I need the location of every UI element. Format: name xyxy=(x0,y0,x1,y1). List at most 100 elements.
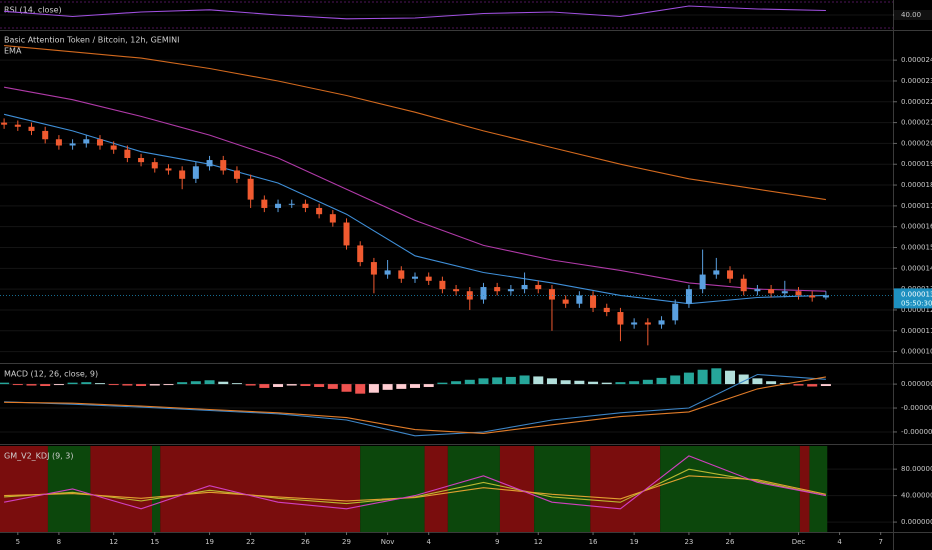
trend-zone xyxy=(90,446,153,532)
y-tick-label: 0.000024 xyxy=(901,56,932,64)
y-tick-label: 0.000018 xyxy=(901,181,932,189)
trend-zone xyxy=(152,446,161,532)
y-tick-label: 0.000017 xyxy=(901,202,932,210)
histogram-bar xyxy=(327,384,338,389)
histogram-bar xyxy=(519,375,530,385)
candle-body xyxy=(165,168,172,171)
indicator-line xyxy=(4,86,826,292)
candle-body xyxy=(617,312,624,325)
histogram-bar xyxy=(409,384,420,388)
histogram-bar xyxy=(437,382,448,385)
histogram-bar xyxy=(615,382,626,385)
x-tick-label: 5 xyxy=(16,538,20,546)
x-tick-label: 12 xyxy=(109,538,118,546)
pane-backgrounds xyxy=(0,14,893,532)
histogram-bar xyxy=(286,384,297,386)
x-tick-label: 7 xyxy=(878,538,882,546)
candle-body xyxy=(261,199,268,208)
histogram-bar xyxy=(355,384,366,394)
y-tick-label: 80.000000 xyxy=(901,465,932,473)
histogram-bar xyxy=(300,384,311,387)
candle-body xyxy=(1,122,8,125)
indicator-line xyxy=(3,455,827,510)
histogram-bar xyxy=(711,368,722,385)
y-tick-label: 0.000012 xyxy=(901,306,932,314)
candle-body xyxy=(439,280,446,290)
candle-body xyxy=(96,139,103,146)
histogram-bar xyxy=(656,377,667,385)
histogram-bar xyxy=(766,381,777,385)
histogram-bar xyxy=(464,379,475,385)
candle-body xyxy=(548,289,555,300)
histogram-bar xyxy=(204,380,215,385)
histogram-bar xyxy=(341,384,352,392)
histogram-bar xyxy=(396,384,407,389)
histogram-bar xyxy=(122,384,133,386)
candle-body xyxy=(411,276,418,279)
candle-body xyxy=(138,157,145,163)
macd-title: MACD (12, 26, close, 9) xyxy=(4,370,98,379)
histogram-bar xyxy=(492,377,503,385)
histogram-bar xyxy=(94,383,105,385)
candle-body xyxy=(425,276,432,281)
histogram-bar xyxy=(26,384,37,386)
candle-body xyxy=(151,162,158,169)
y-tick-label: 0.000010 xyxy=(901,348,932,356)
candle-body xyxy=(727,270,734,279)
histogram-bar xyxy=(136,384,147,387)
y-tick-label: 0.000014 xyxy=(901,264,932,272)
x-tick-label: 15 xyxy=(150,538,159,546)
candle-body xyxy=(521,284,528,290)
candle-body xyxy=(781,291,788,294)
histogram-bar xyxy=(478,378,489,385)
indicator-line xyxy=(4,475,827,502)
histogram-bar xyxy=(382,384,393,390)
histogram-bar xyxy=(738,374,749,385)
y-tick-label: 0.000023 xyxy=(901,77,932,85)
histogram-bar xyxy=(670,375,681,385)
histogram-bar xyxy=(807,384,818,387)
x-tick-label: 23 xyxy=(684,538,693,546)
main-subtitle: EMA xyxy=(4,47,22,56)
candle-body xyxy=(795,291,802,296)
candle-body xyxy=(110,145,117,150)
candle-body xyxy=(83,139,90,144)
candle-body xyxy=(28,126,35,131)
y-tick-label: 0.000021 xyxy=(901,119,932,127)
candle-body xyxy=(14,124,21,127)
histogram-bar xyxy=(273,384,284,387)
trend-zone xyxy=(660,446,800,532)
candle-body xyxy=(343,222,350,246)
trend-zone xyxy=(534,446,591,532)
x-tick-label: 26 xyxy=(726,538,735,546)
histogram-bar xyxy=(368,384,379,393)
x-tick-label: 29 xyxy=(342,538,351,546)
histogram-bar xyxy=(40,384,51,387)
histogram-bar xyxy=(81,382,92,385)
histogram-bar xyxy=(505,376,516,385)
y-tick-label: 0.000019 xyxy=(901,160,932,168)
trend-zone xyxy=(47,446,91,532)
candle-body xyxy=(192,166,199,179)
candle-body xyxy=(42,130,49,140)
candle-body xyxy=(398,270,405,279)
histogram-bar xyxy=(629,381,640,385)
histogram-bar xyxy=(190,381,201,385)
histogram-bar xyxy=(163,384,174,386)
histogram-bar xyxy=(149,384,160,386)
histogram-bar xyxy=(0,382,10,385)
trend-zone xyxy=(809,446,828,532)
histogram-bar xyxy=(259,384,270,388)
x-tick-label: 9 xyxy=(495,538,499,546)
histogram-bar xyxy=(12,384,23,386)
histogram-bar xyxy=(588,381,599,385)
histogram-bar xyxy=(231,383,242,385)
x-tick-label: 19 xyxy=(205,538,214,546)
histogram-bar xyxy=(314,384,325,387)
histogram-bar xyxy=(560,380,571,385)
candle-body xyxy=(288,203,295,205)
price-tag-label: 0.000013 xyxy=(901,290,932,298)
x-tick-label: 4 xyxy=(837,538,842,546)
y-tick-label: 40.000000 xyxy=(901,492,932,500)
candle-body xyxy=(576,295,583,304)
